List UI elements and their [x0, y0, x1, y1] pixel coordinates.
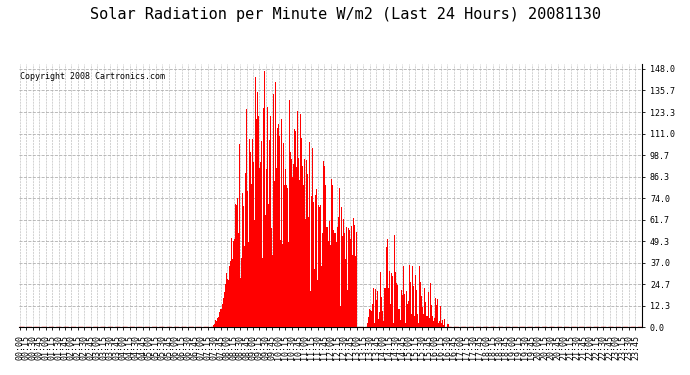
Text: Solar Radiation per Minute W/m2 (Last 24 Hours) 20081130: Solar Radiation per Minute W/m2 (Last 24…	[90, 8, 600, 22]
Text: Copyright 2008 Cartronics.com: Copyright 2008 Cartronics.com	[20, 72, 165, 81]
